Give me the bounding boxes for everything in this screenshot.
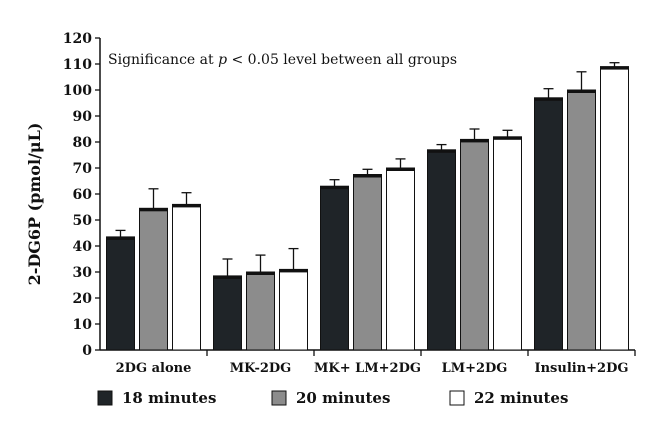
bar-top-0-1 (213, 275, 242, 279)
x-tick-label: 2DG alone (116, 361, 192, 376)
legend-label-1: 20 minutes (296, 389, 390, 407)
y-tick-label: 60 (73, 187, 93, 203)
bar-0-0 (106, 236, 135, 351)
y-axis-label-group: 2-DG6P (pmol/μL) (25, 123, 44, 286)
y-tick-label: 100 (63, 83, 92, 99)
significance-annotation: Significance at p < 0.05 level between a… (108, 52, 457, 68)
bar-1-3 (460, 138, 489, 351)
bar-2-2 (386, 167, 415, 351)
bar-2-0 (172, 203, 201, 351)
bar-top-0-0 (106, 236, 135, 240)
annotation-part: Significance at (108, 52, 218, 68)
y-tick-label: 0 (82, 343, 92, 359)
axes-group: 0 10 20 30 40 50 60 70 80 90 100 110 120 2DG alone MK-… (63, 31, 636, 376)
bar-top-1-3 (460, 139, 489, 143)
y-tick-label: 30 (73, 265, 93, 281)
bar-top-1-0 (139, 208, 168, 212)
legend-swatch-0 (97, 390, 113, 406)
y-tick-label: 90 (73, 109, 93, 125)
bar-2-4 (600, 66, 629, 351)
annotation-group: Significance at p < 0.05 level between a… (108, 52, 457, 68)
legend-swatch-2 (449, 390, 465, 406)
y-axis-label: 2-DG6P (pmol/μL) (25, 123, 44, 286)
x-tick-label: LM+2DG (442, 361, 508, 376)
y-tick-label: 20 (73, 291, 93, 307)
bar-top-1-2 (353, 174, 382, 178)
bar-top-0-4 (534, 97, 563, 101)
bar-0-3 (427, 149, 456, 351)
bar-top-2-3 (493, 136, 522, 140)
x-tick-label: Insulin+2DG (535, 361, 629, 376)
bar-0-4 (534, 97, 563, 351)
legend-group: 18 minutes 20 minutes 22 minutes (97, 389, 568, 407)
annotation-part: < 0.05 level between all groups (227, 52, 457, 68)
y-tick-label: 10 (73, 317, 93, 333)
bar-top-0-2 (320, 186, 349, 190)
bar-top-2-1 (279, 269, 308, 273)
x-tick-label: MK+ LM+2DG (314, 361, 421, 376)
bar-1-1 (246, 271, 275, 351)
bar-top-2-4 (600, 66, 629, 70)
y-tick-label: 120 (63, 31, 92, 47)
bars-group (106, 62, 629, 351)
bar-1-2 (353, 174, 382, 351)
legend-swatch-1 (271, 390, 287, 406)
bar-0-2 (320, 185, 349, 351)
bar-top-0-3 (427, 149, 456, 153)
legend-label-2: 22 minutes (474, 389, 568, 407)
y-tick-label: 70 (73, 161, 93, 177)
bar-top-2-2 (386, 168, 415, 171)
x-tick-label: MK-2DG (230, 361, 292, 376)
legend-label-0: 18 minutes (122, 389, 216, 407)
bar-top-2-0 (172, 204, 201, 208)
y-tick-label: 50 (73, 213, 93, 229)
bar-0-1 (213, 275, 242, 351)
annotation-part: p (218, 52, 227, 68)
y-tick-label: 80 (73, 135, 93, 151)
y-tick-label: 110 (63, 57, 92, 73)
bar-2-3 (493, 136, 522, 351)
bar-1-4 (567, 89, 596, 351)
bar-top-1-4 (567, 90, 596, 93)
bar-1-0 (139, 207, 168, 351)
y-tick-label: 40 (73, 239, 93, 255)
bar-2-1 (279, 268, 308, 351)
bar-top-1-1 (246, 272, 275, 275)
